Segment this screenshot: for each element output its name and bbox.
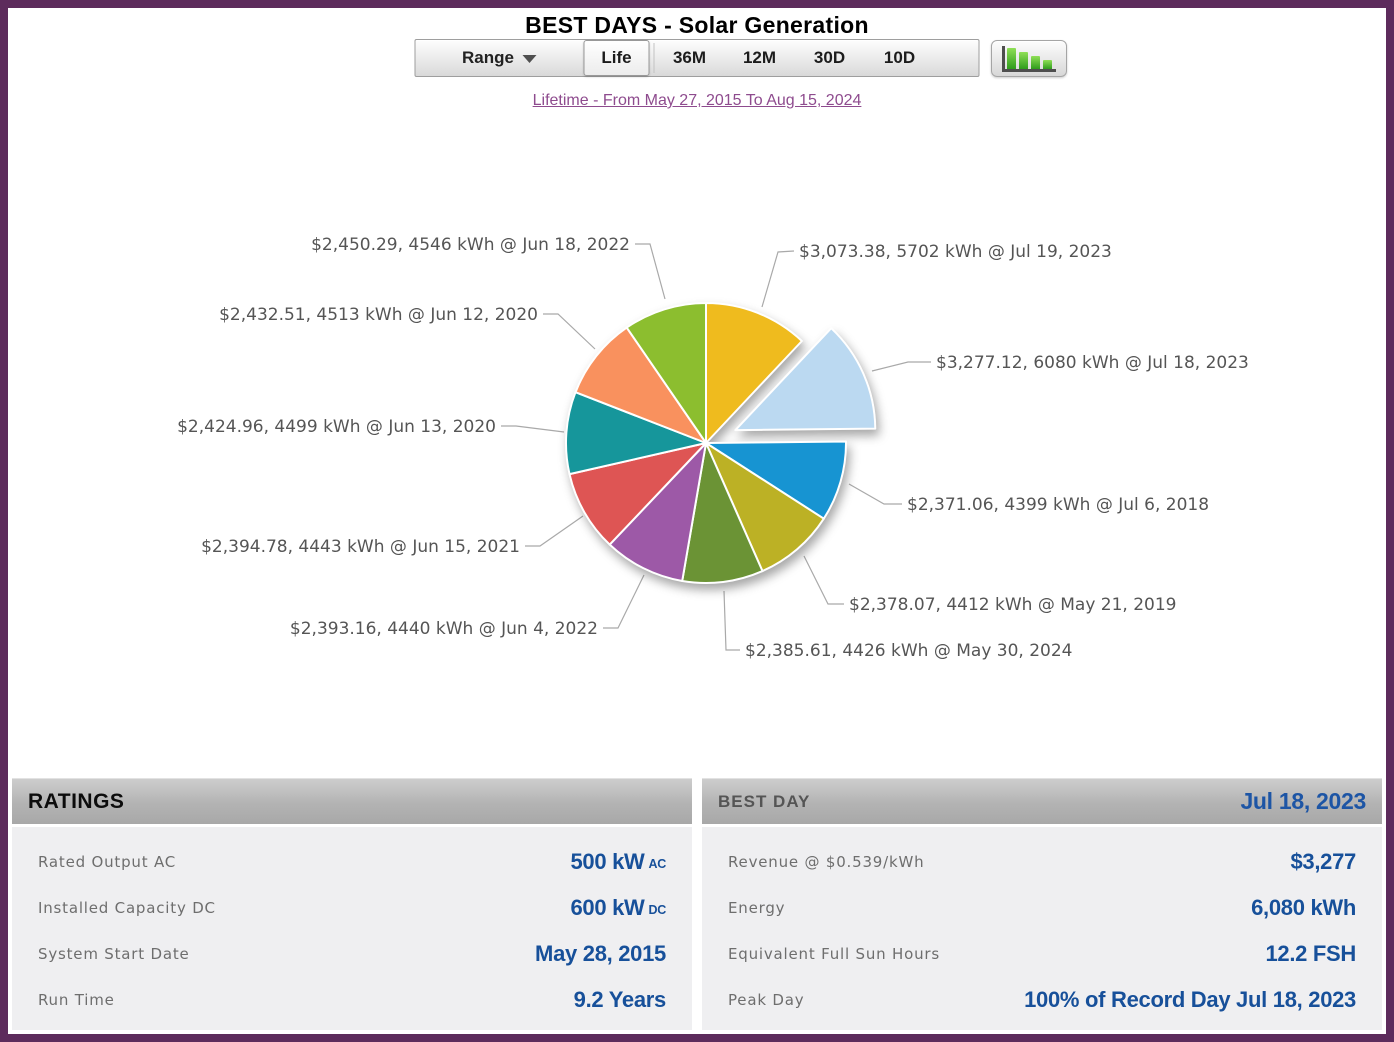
table-row: Run Time 9.2 Years	[12, 977, 692, 1023]
chevron-down-icon	[522, 55, 537, 63]
table-row: Energy 6,080 kWh	[702, 885, 1382, 931]
pie-slice-label: $3,277.12, 6080 kWh @ Jul 18, 2023	[936, 353, 1249, 373]
table-row: Installed Capacity DC 600 kW DC	[12, 885, 692, 931]
pie-slice-label: $2,432.51, 4513 kWh @ Jun 12, 2020	[219, 305, 538, 325]
date-range-subtitle: Lifetime - From May 27, 2015 To Aug 15, …	[8, 92, 1386, 110]
best-day-panel: BEST DAY Jul 18, 2023 Revenue @ $0.539/k…	[702, 778, 1382, 1030]
row-value: 100% of Record Day Jul 18, 2023	[1024, 987, 1356, 1012]
pie-slice-jul-19-2023[interactable]	[705, 302, 803, 444]
toolbar: Range Life 36M 12M 30D 10D	[8, 39, 1386, 81]
range-toolbar: Range Life 36M 12M 30D 10D	[414, 39, 980, 77]
tab-36m[interactable]: 36M	[672, 48, 707, 67]
label-leader-line	[635, 243, 666, 300]
pie-slice-label: $2,450.29, 4546 kWh @ Jun 18, 2022	[311, 235, 630, 255]
ratings-panel-body: Rated Output AC 500 kW AC Installed Capac…	[12, 827, 692, 1030]
toolbar-separator	[653, 43, 655, 73]
ratings-panel: RATINGS Rated Output AC 500 kW AC Install…	[12, 778, 692, 1030]
pie-slice-jun-13-2020[interactable]	[565, 391, 707, 476]
row-label: Rated Output AC	[38, 853, 177, 871]
tab-10d[interactable]: 10D	[883, 48, 916, 67]
bottom-panels: RATINGS Rated Output AC 500 kW AC Install…	[12, 778, 1382, 1030]
ratings-title: RATINGS	[28, 789, 125, 813]
label-leader-line	[871, 361, 931, 372]
best-day-title: BEST DAY	[718, 791, 811, 811]
pie-slice-label: $2,393.16, 4440 kWh @ Jun 4, 2022	[290, 619, 598, 639]
row-label: Energy	[728, 899, 786, 917]
table-row: Revenue @ $0.539/kWh $3,277	[702, 839, 1382, 885]
pie-slice-label: $2,371.06, 4399 kWh @ Jul 6, 2018	[907, 495, 1209, 515]
pie-slice-label: $2,394.78, 4443 kWh @ Jun 15, 2021	[201, 537, 520, 557]
pie-slice-jun-4-2022[interactable]	[608, 442, 707, 582]
best-day-panel-header: BEST DAY Jul 18, 2023	[702, 778, 1382, 824]
table-row: Rated Output AC 500 kW AC	[12, 839, 692, 885]
label-leader-line	[848, 483, 902, 505]
pie-slice-may-21-2019[interactable]	[705, 442, 825, 573]
pie-slice-jun-18-2022[interactable]	[625, 302, 707, 444]
pie-slice-jun-15-2021[interactable]	[568, 442, 707, 546]
unit-suffix: AC	[648, 857, 667, 871]
row-value: 6,080 kWh	[1251, 895, 1356, 920]
label-leader-line	[543, 313, 596, 350]
tab-12m[interactable]: 12M	[742, 48, 777, 67]
row-label: Run Time	[38, 991, 115, 1009]
range-dropdown[interactable]: Range	[416, 48, 584, 68]
label-leader-line	[803, 555, 844, 605]
row-label: Revenue @ $0.539/kWh	[728, 853, 925, 871]
page-title: BEST DAYS - Solar Generation	[525, 12, 869, 38]
row-value: May 28, 2015	[535, 941, 666, 966]
bar-chart-icon	[1002, 46, 1056, 72]
row-label: Equivalent Full Sun Hours	[728, 945, 940, 963]
best-days-pie-chart: $3,073.38, 5702 kWh @ Jul 19, 2023 $3,277…	[177, 235, 1249, 661]
row-value: 12.2 FSH	[1265, 941, 1356, 966]
pie-slice-may-30-2024[interactable]	[681, 442, 764, 584]
label-leader-line	[723, 590, 740, 651]
label-leader-line	[603, 574, 645, 629]
lifetime-range-link[interactable]: Lifetime - From May 27, 2015 To Aug 15, …	[532, 92, 862, 109]
row-label: Installed Capacity DC	[38, 899, 216, 917]
row-label: Peak Day	[728, 991, 805, 1009]
pie-slice-jun-12-2020[interactable]	[574, 326, 707, 444]
tab-30d[interactable]: 30D	[813, 48, 846, 67]
row-value: 500 kW AC	[570, 849, 667, 874]
unit-suffix: DC	[648, 903, 667, 917]
row-label: System Start Date	[38, 945, 190, 963]
best-day-panel-body: Revenue @ $0.539/kWh $3,277 Energy 6,080…	[702, 827, 1382, 1030]
tab-life[interactable]: Life	[583, 40, 650, 76]
table-row: Equivalent Full Sun Hours 12.2 FSH	[702, 931, 1382, 977]
pie-slice-jul-6-2018[interactable]	[705, 440, 848, 520]
label-leader-line	[501, 425, 565, 433]
table-row: System Start Date May 28, 2015	[12, 931, 692, 977]
pie-slice-label: $2,378.07, 4412 kWh @ May 21, 2019	[849, 595, 1176, 615]
row-value: 9.2 Years	[573, 987, 667, 1012]
best-day-date: Jul 18, 2023	[1240, 788, 1366, 814]
pie-slice-label: $3,073.38, 5702 kWh @ Jul 19, 2023	[799, 242, 1112, 262]
bar-chart-view-button[interactable]	[991, 40, 1067, 77]
pie-slice-label: $2,385.61, 4426 kWh @ May 30, 2024	[745, 641, 1072, 661]
ratings-panel-header: RATINGS	[12, 778, 692, 824]
row-value: $3,277	[1290, 849, 1357, 874]
table-row: Peak Day 100% of Record Day Jul 18, 2023	[702, 977, 1382, 1023]
pie-slice-label: $2,424.96, 4499 kWh @ Jun 13, 2020	[177, 417, 496, 437]
label-leader-line	[525, 515, 584, 547]
row-value: 600 kW DC	[570, 895, 667, 920]
pie-slice-jul-18-2023[interactable]	[734, 327, 877, 432]
range-dropdown-label: Range	[462, 48, 514, 67]
label-leader-line	[761, 250, 795, 308]
